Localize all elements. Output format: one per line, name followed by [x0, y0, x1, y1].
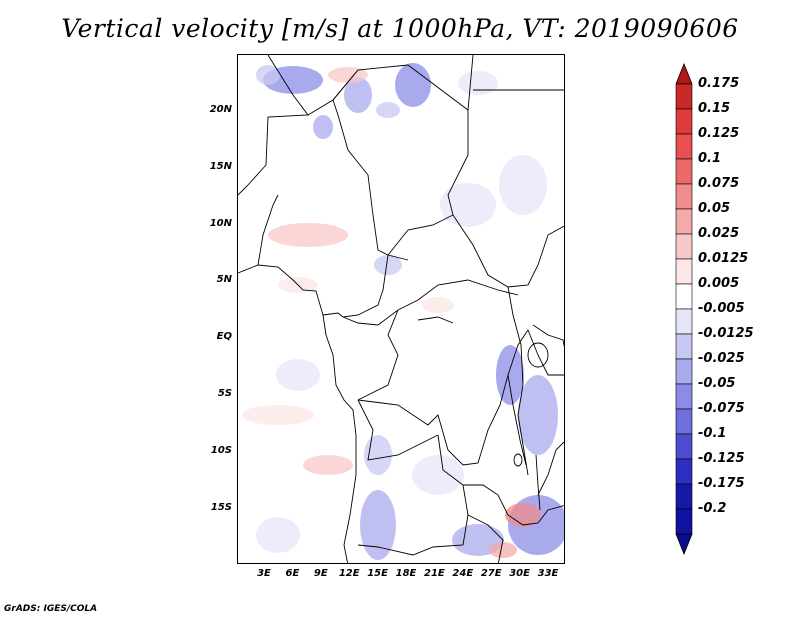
colorbar-segment — [675, 358, 693, 385]
colorbar-label: -0.175 — [698, 476, 745, 491]
patch-positive — [422, 297, 454, 313]
colorbar-label: -0.025 — [698, 351, 745, 366]
lon-label: 30E — [509, 568, 530, 579]
lat-label: 5N — [216, 274, 232, 286]
lat-label: 10S — [210, 444, 232, 456]
colorbar-label: -0.05 — [698, 376, 736, 391]
colorbar-segment — [675, 433, 693, 460]
lat-label: EQ — [216, 331, 232, 343]
colorbar-label: 0.125 — [698, 126, 740, 141]
patch-negative — [412, 455, 464, 495]
lon-label: 27E — [480, 568, 502, 579]
river-line — [417, 316, 454, 324]
patch-positive — [242, 405, 314, 425]
velocity-field — [242, 63, 564, 560]
lat-label: 5S — [217, 388, 232, 399]
patch-negative — [344, 77, 372, 113]
lake-tanganyika — [507, 374, 527, 466]
patch-positive — [489, 542, 517, 558]
colorbar-label: 0.0125 — [698, 251, 749, 266]
lon-label: 3E — [257, 568, 271, 579]
colorbar-segment — [675, 233, 693, 260]
colorbar-segment — [675, 258, 693, 285]
colorbar-label: 0.075 — [698, 176, 740, 191]
colorbar-label: 0.025 — [698, 226, 740, 241]
patch-negative — [499, 155, 547, 215]
colorbar-label: 0.05 — [698, 201, 731, 216]
colorbar-segment — [675, 408, 693, 435]
patch-negative — [256, 517, 300, 553]
colorbar-label: 0.1 — [698, 151, 722, 166]
colorbar-label: -0.1 — [698, 426, 727, 441]
footer-credit: GrADS: IGES/COLA — [4, 604, 98, 614]
colorbar-segment — [675, 208, 693, 235]
map-area — [237, 54, 565, 564]
patch-negative — [313, 115, 333, 139]
lat-label: 10N — [209, 217, 232, 229]
colorbar-segment — [675, 283, 693, 310]
colorbar-arrow-bottom — [675, 533, 693, 556]
lat-label: 15N — [209, 160, 232, 172]
patch-negative — [376, 102, 400, 118]
lon-label: 18E — [395, 568, 417, 579]
lakes — [417, 316, 549, 511]
map-title: Vertical velocity [m/s] at 1000hPa, VT: … — [61, 14, 739, 43]
patch-positive — [328, 67, 368, 83]
colorbar-segment — [675, 108, 693, 135]
lat-label: 15S — [210, 501, 232, 513]
patch-negative — [458, 71, 498, 95]
patch-negative — [518, 375, 558, 455]
country-borders — [238, 55, 564, 563]
patch-negative — [360, 490, 396, 560]
lake-malawi — [535, 454, 541, 511]
colorbar-segment — [675, 133, 693, 160]
patch-positive — [268, 223, 348, 247]
lon-label: 24E — [452, 568, 474, 579]
colorbar-segment — [675, 158, 693, 185]
patch-negative — [256, 65, 280, 85]
colorbar-label: -0.2 — [698, 501, 727, 516]
colorbar-label: 0.005 — [698, 276, 740, 291]
patch-negative — [496, 345, 524, 405]
colorbar-arrow-top — [675, 62, 693, 85]
colorbar-label: 0.15 — [698, 101, 731, 116]
patch-negative — [395, 63, 431, 107]
patch-negative — [364, 435, 392, 475]
lake-victoria — [527, 342, 549, 368]
lat-label: 20N — [209, 104, 232, 115]
patch-negative — [276, 359, 320, 391]
lon-label: 33E — [537, 568, 559, 579]
colorbar — [675, 62, 693, 556]
colorbar-segment — [675, 308, 693, 335]
colorbar-segment — [675, 183, 693, 210]
colorbar-segment — [675, 508, 693, 535]
colorbar-label: -0.0125 — [698, 326, 754, 341]
patch-negative — [374, 255, 402, 275]
lake-mweru — [513, 453, 523, 467]
colorbar-label: -0.005 — [698, 301, 745, 316]
colorbar-label: -0.075 — [698, 401, 745, 416]
lon-label: 9E — [313, 568, 328, 579]
lon-label: 6E — [285, 568, 300, 579]
colorbar-segment — [675, 483, 693, 510]
patch-positive — [505, 503, 541, 527]
lon-label: 21E — [424, 568, 445, 579]
colorbar-segment — [675, 383, 693, 410]
colorbar-segment — [675, 83, 693, 110]
lon-label: 15E — [367, 568, 388, 579]
lon-label: 12E — [338, 568, 360, 579]
patch-negative — [440, 183, 496, 227]
colorbar-segment — [675, 458, 693, 485]
colorbar-label: 0.175 — [698, 76, 740, 91]
colorbar-label: -0.125 — [698, 451, 745, 466]
patch-positive — [303, 455, 353, 475]
map-plot — [238, 55, 564, 563]
colorbar-segment — [675, 333, 693, 360]
